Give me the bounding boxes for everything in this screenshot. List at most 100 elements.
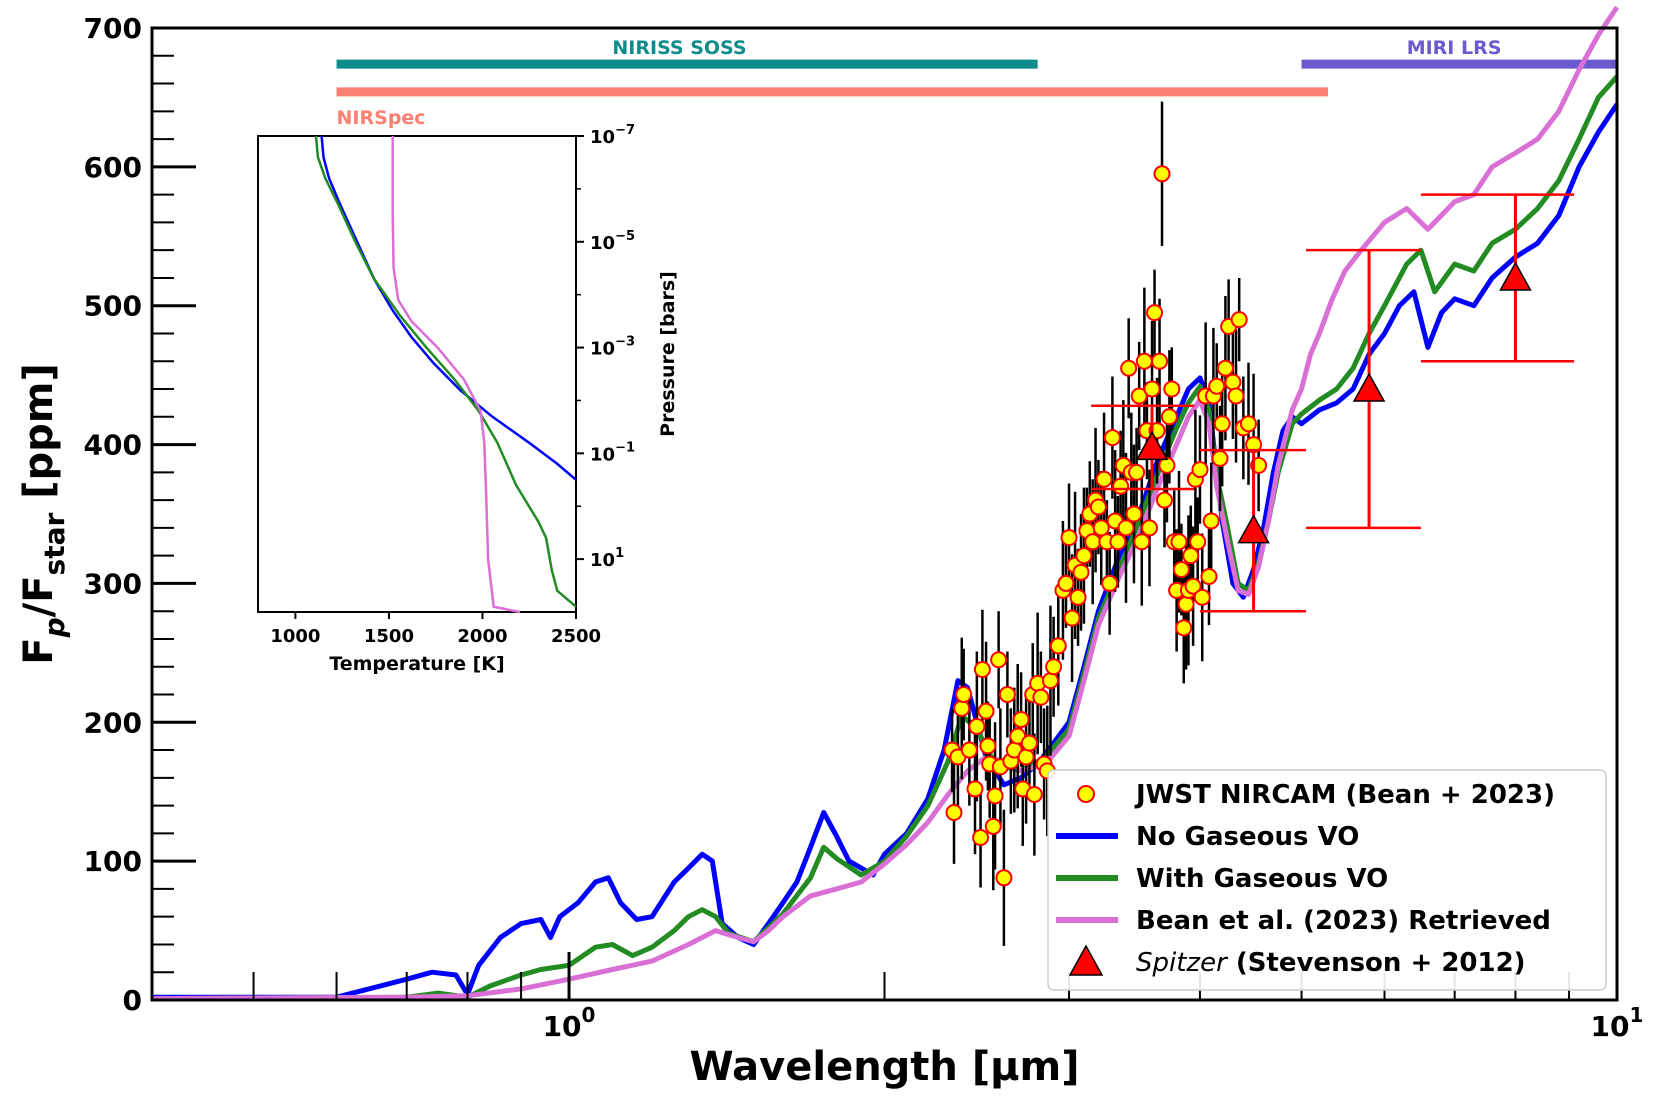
- ytick-label: 400: [84, 429, 142, 462]
- jwst-point: [1170, 533, 1188, 551]
- ytick-label: 500: [84, 290, 142, 323]
- jwst-point: [1130, 387, 1148, 405]
- jwst-point: [1175, 619, 1193, 637]
- jwst-point: [966, 780, 984, 798]
- jwst-point: [1211, 449, 1229, 467]
- legend-entry-2: With Gaseous VO: [1056, 864, 1388, 894]
- jwst-point: [1041, 672, 1059, 690]
- y-axis-title: Fp/Fstar [ppm]: [16, 363, 71, 665]
- legend-box: [1047, 769, 1607, 991]
- jwst-point: [990, 651, 1008, 669]
- jwst-point: [1020, 734, 1038, 752]
- x-axis-title: Wavelength [μm]: [689, 1044, 1079, 1090]
- inset-ytick-label: 10−1: [590, 440, 635, 465]
- jwst-point: [1057, 574, 1075, 592]
- jwst-point: [1230, 311, 1248, 329]
- jwst-point: [1117, 519, 1135, 537]
- jwst-point: [1143, 380, 1161, 398]
- legend-label: Spitzer (Stevenson + 2012): [1136, 948, 1526, 978]
- jwst-point: [1191, 461, 1209, 479]
- legend-circle-marker: [1077, 785, 1095, 803]
- jwst-point: [1120, 359, 1138, 377]
- jwst-point: [1182, 547, 1200, 565]
- inset-xtick-label: 1500: [364, 626, 414, 647]
- legend: JWST NIRCAM (Bean + 2023) No Gaseous VO Wi…: [1047, 769, 1607, 991]
- inset-x-title: Temperature [K]: [329, 653, 504, 675]
- jwst-point: [1125, 505, 1143, 523]
- spitzer-point-1: [1199, 448, 1307, 613]
- legend-entry-3: Bean et al. (2023) Retrieved: [1056, 906, 1551, 936]
- jwst-point: [960, 741, 978, 759]
- jwst-point: [1109, 533, 1127, 551]
- jwst-point: [998, 686, 1016, 704]
- jwst-point: [977, 702, 995, 720]
- jwst-point: [1075, 547, 1093, 565]
- spitzer-point-3: [1420, 193, 1575, 363]
- instrument-label-0: NIRISS SOSS: [612, 37, 746, 59]
- spitzer-triangle: [1237, 514, 1270, 544]
- jwst-point: [1184, 577, 1202, 595]
- jwst-point: [1133, 533, 1151, 551]
- tp-profile-inset: 1000 1500 2000 2500 Temperature [K] 10−7 10−5 1…: [257, 123, 679, 675]
- jwst-point: [945, 804, 963, 822]
- spitzer-point-0: [1091, 404, 1195, 491]
- inset-ytick-label: 10−5: [590, 229, 635, 254]
- jwst-point: [968, 717, 986, 735]
- jwst-point: [1163, 380, 1181, 398]
- jwst-point: [1146, 304, 1164, 322]
- jwst-point: [1069, 588, 1087, 606]
- ytick-label: 700: [84, 12, 142, 45]
- jwst-point: [1049, 637, 1067, 655]
- jwst-point: [1160, 408, 1178, 426]
- jwst-point: [1103, 429, 1121, 447]
- series-line-2: [151, 5, 1620, 1002]
- jwst-point: [1095, 470, 1113, 488]
- legend-label: With Gaseous VO: [1136, 864, 1388, 894]
- jwst-point: [1193, 588, 1211, 606]
- jwst-point: [1213, 415, 1231, 433]
- jwst-point: [984, 817, 1002, 835]
- jwst-point: [1158, 456, 1176, 474]
- jwst-point: [1063, 609, 1081, 627]
- legend-entry-0: JWST NIRCAM (Bean + 2023): [1077, 780, 1555, 810]
- jwst-point: [1202, 512, 1220, 530]
- legend-entry-1: No Gaseous VO: [1056, 822, 1359, 852]
- xtick-label: 100: [543, 1003, 596, 1043]
- instrument-bands: NIRISS SOSS NIRSpec MIRI LRS: [336, 37, 1617, 129]
- jwst-point: [1140, 519, 1158, 537]
- spitzer-point-2: [1306, 248, 1421, 530]
- jwst-point: [1045, 658, 1063, 676]
- inset-ytick-label: 10−7: [590, 123, 635, 148]
- inset-frame: [257, 135, 577, 613]
- jwst-point: [1128, 463, 1146, 481]
- jwst-point: [953, 699, 971, 717]
- inset-y-title: Pressure [bars]: [657, 271, 679, 437]
- jwst-point: [1032, 688, 1050, 706]
- jwst-point: [1153, 165, 1171, 183]
- jwst-point: [1172, 561, 1190, 579]
- jwst-point: [955, 686, 973, 704]
- jwst-point: [1089, 498, 1107, 516]
- jwst-point: [995, 869, 1013, 887]
- jwst-point: [973, 661, 991, 679]
- jwst-point: [1216, 359, 1234, 377]
- jwst-point: [1151, 352, 1169, 370]
- ytick-label: 0: [123, 984, 142, 1017]
- jwst-point: [1227, 387, 1245, 405]
- spitzer-triangle: [1135, 430, 1169, 461]
- ytick-label: 200: [84, 706, 142, 739]
- jwst-point: [1084, 533, 1102, 551]
- ytick-label: 300: [84, 567, 142, 600]
- inset-ytick-label: 10−3: [590, 335, 635, 360]
- jwst-point: [1208, 377, 1226, 395]
- jwst-point: [1177, 595, 1195, 613]
- legend-entry-4: Spitzer (Stevenson + 2012): [1068, 944, 1526, 978]
- ytick-label: 600: [84, 151, 142, 184]
- spitzer-triangle: [1352, 372, 1386, 402]
- jwst-point: [1017, 748, 1035, 766]
- inset-profile-1: [314, 135, 577, 608]
- jwst-point: [1012, 711, 1030, 729]
- inset-xtick-label: 2000: [457, 626, 507, 647]
- inset-ytick-label: 101: [590, 546, 624, 571]
